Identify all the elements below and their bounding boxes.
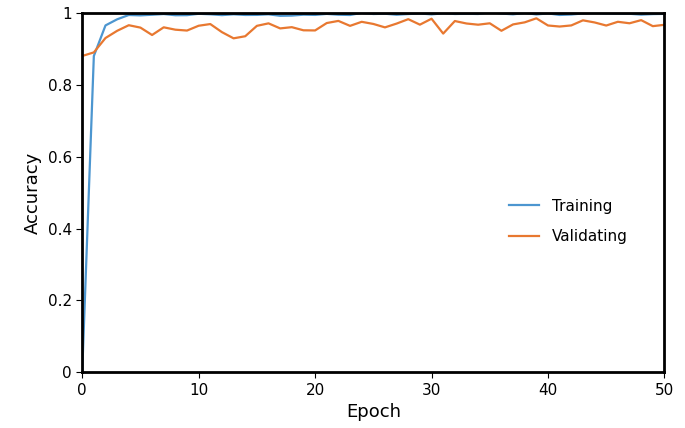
Training: [660, 11, 669, 16]
Training: [462, 11, 471, 16]
Training: [78, 370, 86, 375]
Training: [206, 12, 214, 17]
X-axis label: Epoch: Epoch: [346, 403, 401, 421]
Training: [264, 12, 273, 17]
Training: [509, 12, 517, 17]
Y-axis label: Accuracy: Accuracy: [24, 152, 42, 234]
Validating: [462, 21, 471, 26]
Line: Validating: Validating: [82, 18, 664, 56]
Validating: [497, 28, 506, 33]
Training: [253, 12, 261, 18]
Validating: [253, 23, 261, 28]
Validating: [206, 21, 214, 27]
Validating: [264, 21, 273, 26]
Training: [649, 12, 657, 17]
Line: Training: Training: [82, 12, 664, 372]
Validating: [660, 22, 669, 27]
Validating: [649, 24, 657, 29]
Training: [486, 10, 494, 15]
Validating: [532, 16, 540, 21]
Legend: Training, Validating: Training, Validating: [503, 193, 634, 250]
Validating: [78, 54, 86, 59]
